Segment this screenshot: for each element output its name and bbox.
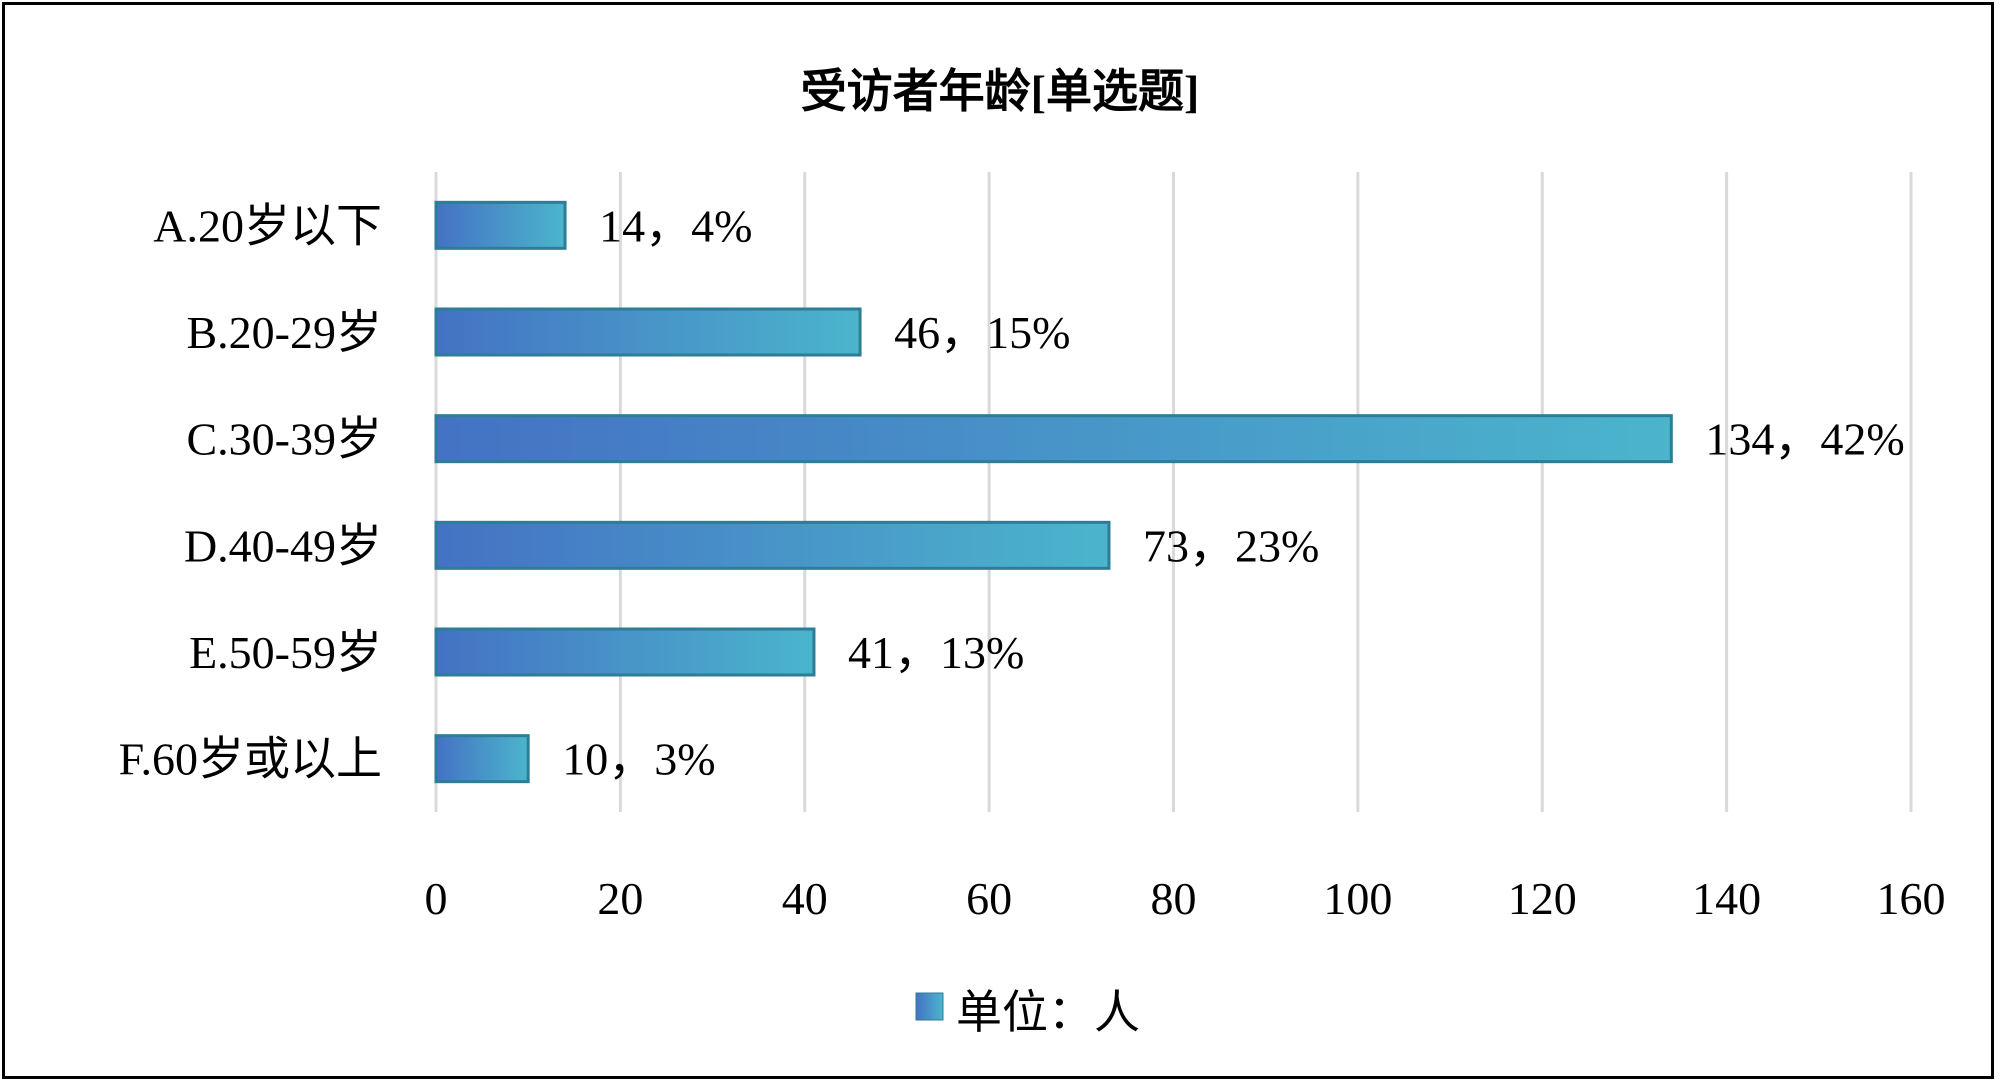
y-category-label: D.40-49岁: [184, 520, 382, 571]
data-label: 73，23%: [1143, 520, 1319, 571]
y-category-label: A.20岁以下: [153, 200, 382, 251]
x-tick-label: 160: [1877, 873, 1946, 924]
legend-label: 单位：人: [956, 987, 1140, 1038]
y-category-label: B.20-29岁: [187, 307, 383, 358]
bar: [434, 307, 862, 357]
data-label: 134，42%: [1705, 414, 1904, 465]
bar: [434, 627, 816, 677]
x-tick-label: 140: [1692, 873, 1761, 924]
data-label: 10，3%: [562, 734, 715, 785]
x-tick-label: 40: [782, 873, 828, 924]
legend: 单位：人: [915, 987, 1140, 1038]
bar: [434, 734, 530, 784]
x-tick-label: 60: [966, 873, 1012, 924]
y-category-label: C.30-39岁: [187, 414, 383, 465]
x-tick-label: 80: [1151, 873, 1197, 924]
x-tick-label: 20: [597, 873, 643, 924]
bar: [434, 414, 1673, 464]
data-label: 41，13%: [848, 627, 1024, 678]
chart-title: 受访者年龄[单选题]: [801, 66, 1200, 117]
y-category-label: E.50-59岁: [189, 627, 382, 678]
x-tick-label: 0: [425, 873, 448, 924]
x-tick-label: 100: [1323, 873, 1392, 924]
bar: [434, 200, 567, 250]
bar: [434, 520, 1111, 570]
data-label: 14，4%: [599, 200, 752, 251]
x-tick-label: 120: [1508, 873, 1577, 924]
y-category-label: F.60岁或以上: [119, 734, 382, 785]
data-label: 46，15%: [894, 307, 1070, 358]
legend-swatch: [915, 992, 944, 1021]
